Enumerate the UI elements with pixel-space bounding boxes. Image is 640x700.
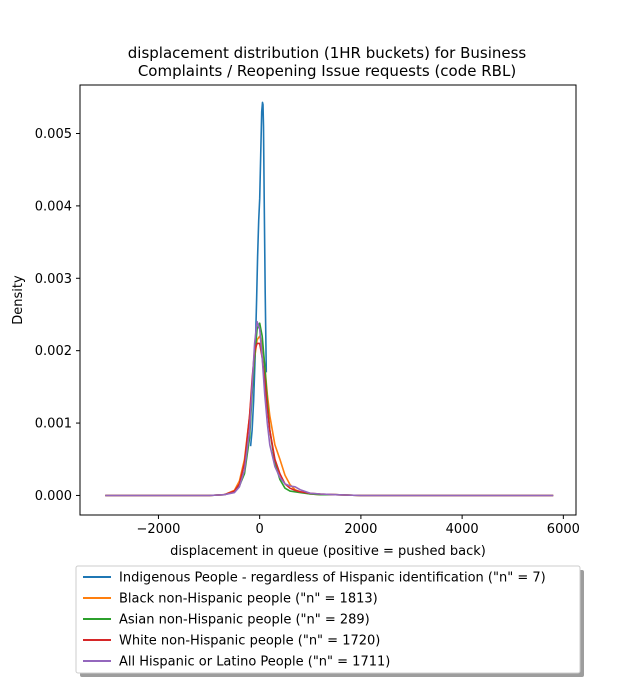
legend-label-4: All Hispanic or Latino People ("n" = 171… <box>119 655 390 670</box>
plot-frame <box>79 84 577 516</box>
legend-label-2: Asian non-Hispanic people ("n" = 289) <box>119 613 370 628</box>
y-tick-label-5: 0.005 <box>35 127 72 142</box>
x-tick-label-2: 2000 <box>344 522 377 537</box>
chart-title: displacement distribution (1HR buckets) … <box>128 44 527 80</box>
series-line-3 <box>105 342 554 497</box>
x-tick-label-4: 6000 <box>547 522 580 537</box>
x-tick-label-3: 4000 <box>446 522 479 537</box>
y-axis-ticks: 0.000 0.001 0.002 0.003 0.004 0.005 <box>35 127 80 504</box>
legend-entries: Indigenous People - regardless of Hispan… <box>83 571 546 670</box>
y-tick-label-0: 0.000 <box>35 489 72 504</box>
legend-label-1: Black non-Hispanic people ("n" = 1813) <box>119 592 378 607</box>
series-line-2 <box>105 322 554 497</box>
legend-label-0: Indigenous People - regardless of Hispan… <box>119 571 546 586</box>
chart-title-line-2: Complaints / Reopening Issue requests (c… <box>138 62 516 80</box>
chart-title-line-1: displacement distribution (1HR buckets) … <box>128 44 527 62</box>
series-line-4 <box>105 320 554 497</box>
y-tick-label-4: 0.004 <box>35 199 72 214</box>
x-axis-ticks: −2000 0 2000 4000 6000 <box>136 515 580 537</box>
y-tick-label-3: 0.003 <box>35 272 72 287</box>
legend: Indigenous People - regardless of Hispan… <box>75 565 584 677</box>
x-tick-label-1: 0 <box>256 522 264 537</box>
series-line-1 <box>105 335 554 497</box>
y-axis-label: Density <box>11 275 26 325</box>
x-axis-label: displacement in queue (positive = pushed… <box>170 544 486 559</box>
plot-lines <box>105 101 554 497</box>
y-tick-label-2: 0.002 <box>35 344 72 359</box>
legend-label-3: White non-Hispanic people ("n" = 1720) <box>119 634 380 649</box>
y-tick-label-1: 0.001 <box>35 417 72 432</box>
legend-box <box>75 565 581 674</box>
x-tick-label-0: −2000 <box>136 522 180 537</box>
series-line-0 <box>249 101 268 447</box>
